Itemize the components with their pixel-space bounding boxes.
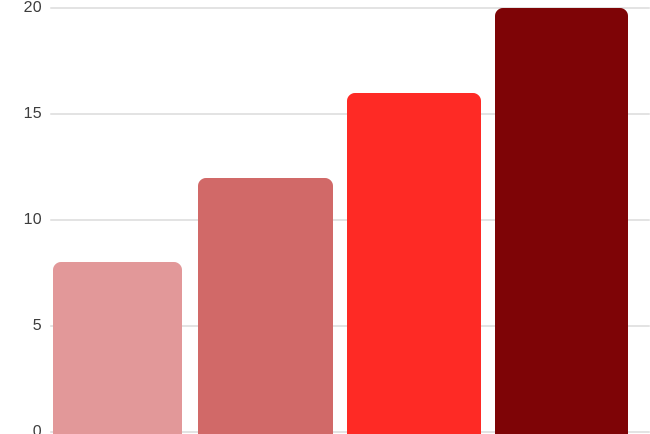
bar-1 (53, 262, 182, 434)
y-tick-label-0: 0 (32, 423, 42, 434)
y-tick-label-15: 15 (23, 105, 42, 122)
y-tick-label-20: 20 (23, 0, 42, 16)
gridline-y-20 (50, 7, 650, 9)
bar-2 (198, 177, 333, 434)
y-tick-label-5: 5 (32, 317, 42, 334)
bar-4 (495, 8, 628, 434)
bar-3 (347, 92, 481, 434)
y-tick-label-10: 10 (23, 211, 42, 228)
